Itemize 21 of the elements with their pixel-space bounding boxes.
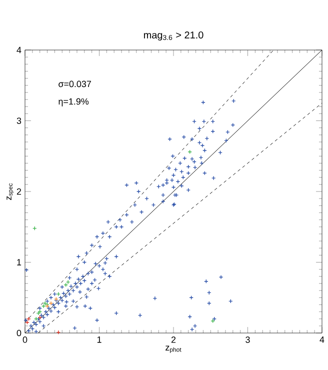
point xyxy=(56,292,61,296)
x-tick-label: 2 xyxy=(171,336,176,343)
point xyxy=(66,280,70,284)
x-tick-label: 1 xyxy=(97,336,102,343)
x-tick-label: 4 xyxy=(320,336,324,343)
y-tick-label: 0 xyxy=(16,330,22,336)
point xyxy=(56,330,61,334)
x-tick-label: 0 xyxy=(22,336,28,343)
y-tick-label: 1 xyxy=(17,259,22,266)
x-axis-title: z$_{phot}$ xyxy=(166,346,182,353)
point xyxy=(210,318,215,324)
y-tick-label: 2 xyxy=(16,188,22,195)
x-tick-label: 3 xyxy=(246,336,250,343)
point xyxy=(42,301,48,306)
y-tick-label: 3 xyxy=(16,118,22,124)
y-axis-title: z$_{spec}$ xyxy=(6,183,14,200)
point xyxy=(41,304,46,308)
annotation: σ=0.037 xyxy=(58,80,91,88)
annotation: η=1.9% xyxy=(58,98,89,106)
chart-title: mag$_{3.6}$ > 21.0 xyxy=(144,31,204,40)
y-tick-label: 4 xyxy=(16,46,22,54)
